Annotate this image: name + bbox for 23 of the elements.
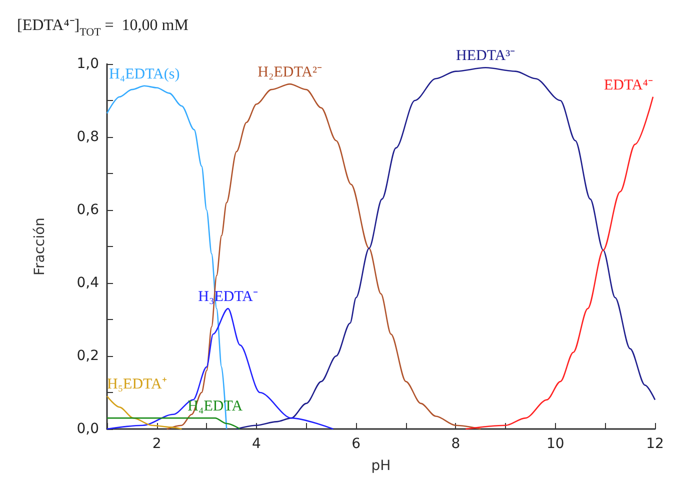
x-tick-label: 2 [152,436,162,452]
series-label: EDTA⁴⁻ [604,77,654,94]
y-tick-label: 0,0 [76,421,99,437]
series-label: HEDTA³⁻ [456,48,516,64]
y-axis-title: Fracción [32,217,48,276]
y-tick-label: 0,6 [76,202,100,218]
x-tick-label: 6 [352,436,361,452]
x-axis-title: pH [371,458,391,474]
x-tick-label: 8 [451,436,460,452]
line-series [465,96,654,430]
x-tick-label: 12 [646,436,664,452]
line-series [166,83,482,430]
y-tick-label: 1,0 [76,56,99,72]
series-label: H₂EDTA²⁻ [258,64,322,81]
x-tick-label: 10 [546,436,564,452]
x-tick-label: 4 [252,436,261,452]
line-series [106,396,182,430]
series-label: H₅EDTA⁺ [107,376,167,393]
series-label: H₄EDTA(s) [109,66,180,82]
y-tick-label: 0,2 [76,348,99,364]
line-series [106,308,334,430]
y-tick-label: 0,8 [76,129,99,145]
y-tick-label: 0,4 [76,275,100,291]
